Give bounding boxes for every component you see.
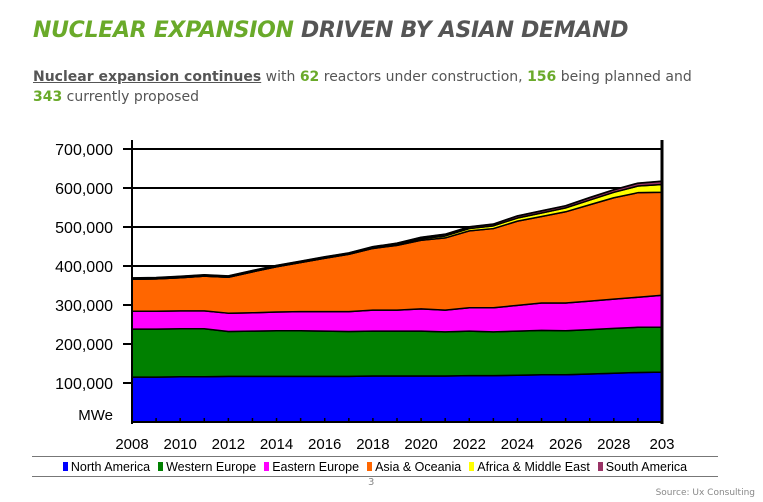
- legend-swatch: [367, 462, 373, 471]
- legend-swatch: [158, 462, 164, 471]
- x-tick-label: 2008: [115, 436, 148, 453]
- legend-label: Africa & Middle East: [477, 459, 590, 474]
- source-note: Source: Ux Consulting: [655, 488, 755, 498]
- y-tick-label: 200,000: [55, 337, 113, 354]
- x-tick-label: 2020: [404, 436, 437, 453]
- y-tick-label: 100,000: [55, 376, 113, 393]
- legend-item: South America: [597, 459, 688, 474]
- legend-label: Eastern Europe: [272, 459, 360, 474]
- x-tick-label: 203: [649, 436, 674, 453]
- subtitle-text: being planned and: [556, 69, 692, 85]
- count-under-construction: 62: [299, 69, 320, 85]
- x-tick-label: 2024: [501, 436, 534, 453]
- legend-swatch: [62, 462, 68, 471]
- series-area: [131, 191, 663, 314]
- legend-item: Africa & Middle East: [469, 460, 590, 474]
- legend-item: Eastern Europe: [264, 460, 359, 474]
- subtitle-text: reactors under construction,: [319, 69, 528, 85]
- x-tick-label: 2014: [260, 436, 293, 453]
- stacked-area-chart: 100,000 200,000 300,000 400,000 500,000 600,0…: [55, 140, 675, 453]
- legend-item: Western Europe: [158, 460, 256, 474]
- x-tick-label: 2022: [453, 436, 486, 453]
- y-tick-label: 500,000: [55, 220, 113, 237]
- legend-swatch: [264, 462, 270, 471]
- x-tick-label: 2028: [597, 436, 630, 453]
- legend-label: South America: [605, 459, 688, 474]
- series-area: [131, 371, 663, 423]
- subtitle-lead: Nuclear expansion continues: [33, 69, 262, 85]
- legend-item: Asia & Oceania: [367, 460, 461, 474]
- x-tick-label: 2018: [356, 436, 389, 453]
- x-tick-label: 2026: [549, 436, 582, 453]
- x-tick-label: 2010: [163, 436, 196, 453]
- legend-label: Western Europe: [166, 459, 257, 474]
- y-axis-label: MWe: [78, 407, 113, 424]
- x-tick-label: 2016: [308, 436, 341, 453]
- slide-title: NUCLEAR EXPANSION DRIVEN BY ASIAN DEMAND: [33, 18, 628, 43]
- subtitle-text: currently proposed: [62, 89, 199, 105]
- legend-swatch: [597, 462, 603, 471]
- subtitle: Nuclear expansion continues with 62 reac…: [33, 67, 713, 107]
- y-tick-label: 600,000: [55, 181, 113, 198]
- y-tick-label: 400,000: [55, 259, 113, 276]
- legend-label: North America: [70, 459, 151, 474]
- legend-item: North America: [62, 459, 151, 474]
- legend-swatch: [469, 462, 475, 471]
- title-highlight: NUCLEAR EXPANSION: [33, 18, 294, 43]
- legend-label: Asia & Oceania: [375, 459, 462, 474]
- x-tick-label: 2012: [212, 436, 245, 453]
- page-number: 3: [368, 477, 375, 488]
- chart-legend: North America Western Europe Eastern Europ…: [32, 456, 718, 477]
- series-area: [131, 326, 663, 378]
- y-tick-label: 700,000: [55, 142, 113, 159]
- count-proposed: 343: [33, 89, 63, 105]
- y-tick-label: 300,000: [55, 298, 113, 315]
- subtitle-text: with: [261, 69, 300, 85]
- title-rest: DRIVEN BY ASIAN DEMAND: [293, 18, 629, 43]
- count-planned: 156: [527, 69, 557, 85]
